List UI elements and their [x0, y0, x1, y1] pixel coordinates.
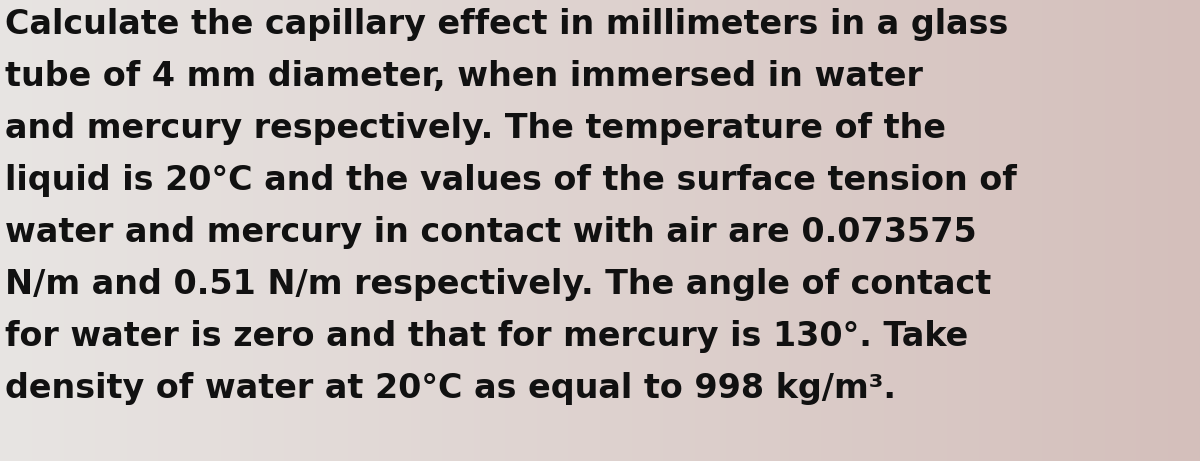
- Text: and mercury respectively. The temperature of the: and mercury respectively. The temperatur…: [5, 112, 946, 145]
- Text: N/m and 0.51 N/m respectively. The angle of contact: N/m and 0.51 N/m respectively. The angle…: [5, 268, 991, 301]
- Text: density of water at 20°C as equal to 998 kg/m³.: density of water at 20°C as equal to 998…: [5, 372, 896, 405]
- Text: water and mercury in contact with air are 0.073575: water and mercury in contact with air ar…: [5, 216, 977, 249]
- Text: liquid is 20°C and the values of the surface tension of: liquid is 20°C and the values of the sur…: [5, 164, 1016, 197]
- Text: for water is zero and that for mercury is 130°. Take: for water is zero and that for mercury i…: [5, 320, 968, 353]
- Text: Calculate the capillary effect in millimeters in a glass: Calculate the capillary effect in millim…: [5, 8, 1008, 41]
- Text: tube of 4 mm diameter, when immersed in water: tube of 4 mm diameter, when immersed in …: [5, 60, 923, 93]
